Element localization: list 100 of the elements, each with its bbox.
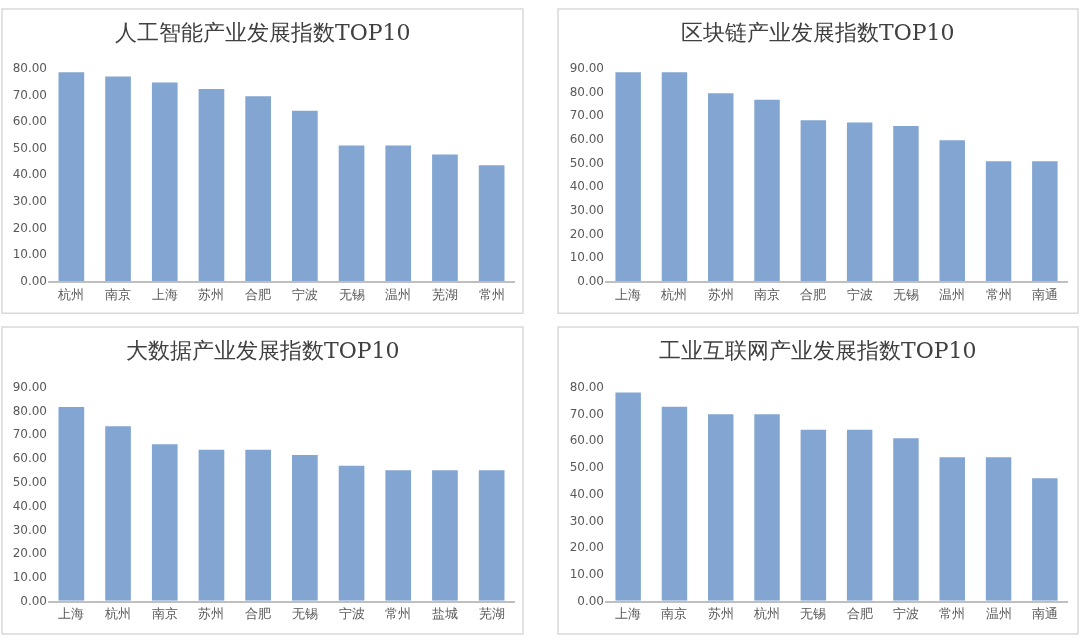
y-tick-label: 0.00: [577, 274, 604, 289]
x-tick-label: 杭州: [57, 286, 85, 302]
bar: [385, 145, 412, 281]
bar: [985, 457, 1012, 601]
chart-title: 工业互联网产业发展指数TOP10: [659, 338, 977, 363]
bar: [292, 455, 318, 601]
x-tick-label: 上海: [151, 286, 178, 302]
x-tick-label: 南京: [105, 286, 132, 302]
y-tick-label: 10.00: [569, 567, 604, 582]
bar: [846, 429, 873, 601]
y-tick-label: 60.00: [569, 131, 604, 146]
x-tick-label: 南通: [1031, 606, 1058, 622]
bar: [708, 93, 734, 281]
bar: [385, 470, 412, 601]
y-tick-label: 80.00: [569, 84, 604, 99]
bar: [846, 122, 873, 281]
x-tick-label: 上海: [58, 606, 85, 622]
bar: [245, 96, 271, 281]
bar: [800, 120, 827, 281]
y-tick-label: 40.00: [569, 486, 604, 501]
bar: [198, 449, 225, 601]
bar: [151, 82, 178, 281]
x-tick-label: 合肥: [245, 606, 272, 622]
y-tick-label: 30.00: [569, 513, 604, 528]
x-tick-label: 无锡: [892, 286, 919, 302]
chart-title: 人工智能产业发展指数TOP10: [115, 20, 411, 45]
y-tick-label: 70.00: [12, 87, 47, 102]
y-tick-label: 20.00: [12, 220, 47, 235]
x-tick-label: 无锡: [338, 286, 365, 302]
bar: [478, 165, 505, 281]
y-tick-label: 10.00: [569, 250, 604, 265]
y-tick-label: 80.00: [12, 403, 47, 418]
y-tick-label: 80.00: [569, 379, 604, 394]
x-tick-label: 合肥: [245, 286, 272, 302]
bar: [893, 438, 919, 601]
y-tick-label: 30.00: [12, 522, 47, 537]
x-tick-label: 无锡: [291, 606, 318, 622]
x-tick-label: 苏州: [198, 606, 225, 622]
bar: [432, 154, 458, 281]
x-tick-label: 南京: [754, 286, 781, 302]
x-tick-label: 温州: [939, 286, 966, 302]
x-tick-label: 南京: [661, 606, 688, 622]
bar: [1032, 161, 1058, 281]
y-tick-label: 40.00: [569, 179, 604, 194]
bar: [939, 140, 965, 281]
y-tick-label: 50.00: [569, 155, 604, 170]
chart-title: 区块链产业发展指数TOP10: [681, 20, 955, 45]
bar: [939, 457, 965, 601]
bar: [754, 414, 780, 601]
x-tick-label: 常州: [478, 286, 505, 302]
x-tick-label: 宁波: [846, 286, 873, 302]
bar: [615, 392, 641, 601]
bar: [985, 161, 1012, 281]
bar: [105, 426, 131, 601]
x-tick-label: 温州: [985, 606, 1012, 622]
x-tick-label: 合肥: [846, 606, 873, 622]
x-tick-label: 苏州: [707, 286, 734, 302]
chart-title: 大数据产业发展指数TOP10: [126, 338, 400, 363]
x-tick-label: 宁波: [892, 606, 919, 622]
x-tick-label: 杭州: [104, 606, 132, 622]
x-tick-label: 芜湖: [478, 606, 505, 622]
x-tick-label: 温州: [385, 286, 412, 302]
x-tick-label: 宁波: [291, 286, 318, 302]
bar: [708, 414, 734, 601]
x-tick-label: 无锡: [800, 606, 827, 622]
bar: [58, 72, 85, 281]
bar: [58, 407, 85, 601]
y-tick-label: 50.00: [12, 474, 47, 489]
bar: [198, 88, 225, 281]
x-tick-label: 南通: [1031, 286, 1058, 302]
bar: [338, 145, 365, 281]
y-tick-label: 0.00: [20, 593, 47, 608]
x-tick-label: 常州: [985, 286, 1012, 302]
y-tick-label: 50.00: [569, 460, 604, 475]
bar: [661, 406, 688, 601]
y-tick-label: 60.00: [12, 114, 47, 129]
y-tick-label: 50.00: [12, 140, 47, 155]
y-tick-label: 60.00: [569, 433, 604, 448]
bar: [893, 125, 919, 281]
bar: [245, 449, 271, 601]
x-tick-label: 芜湖: [431, 286, 458, 302]
y-tick-label: 70.00: [569, 108, 604, 123]
y-tick-label: 70.00: [569, 406, 604, 421]
x-tick-label: 常州: [385, 606, 412, 622]
bar: [661, 72, 688, 281]
x-tick-label: 杭州: [753, 606, 781, 622]
y-tick-label: 90.00: [12, 379, 47, 394]
bar: [338, 465, 365, 601]
bar: [478, 470, 505, 601]
y-tick-label: 20.00: [12, 546, 47, 561]
x-tick-label: 合肥: [800, 286, 827, 302]
bar: [615, 72, 641, 281]
y-tick-label: 30.00: [12, 194, 47, 209]
bar: [292, 110, 318, 281]
y-tick-label: 0.00: [577, 593, 604, 608]
y-tick-label: 20.00: [569, 226, 604, 241]
x-tick-label: 上海: [615, 606, 642, 622]
y-tick-label: 40.00: [12, 498, 47, 513]
y-tick-label: 70.00: [12, 427, 47, 442]
x-tick-label: 苏州: [198, 286, 225, 302]
